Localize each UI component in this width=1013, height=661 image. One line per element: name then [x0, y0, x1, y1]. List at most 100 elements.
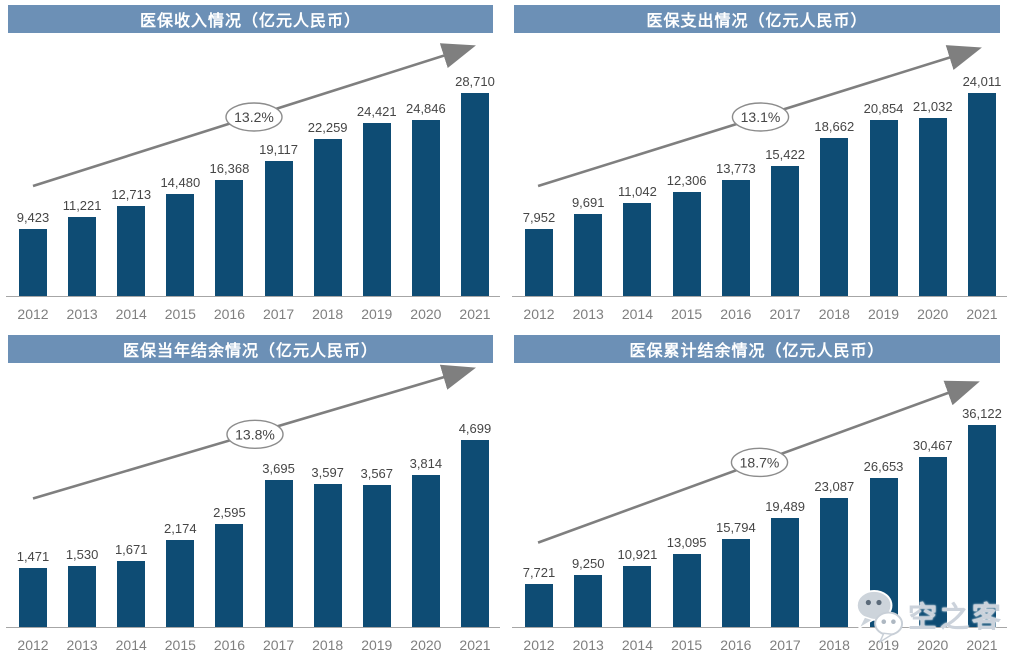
x-axis-year-label: 2020: [410, 306, 442, 322]
x-axis-year-label: 2014: [621, 637, 654, 653]
bar: [525, 229, 553, 296]
bar-value-label: 11,221: [62, 198, 102, 213]
bar-value-label: 1,671: [114, 542, 148, 557]
x-axis-year-label: 2015: [671, 306, 703, 322]
bar: [215, 180, 244, 296]
bar-value-label: 20,854: [863, 101, 904, 116]
bar: [869, 120, 898, 296]
bar-series: 9,423 11,221 12,713 14,480 16,368 19,117 22,25…: [10, 74, 498, 296]
bar-value-label: 7,952: [522, 210, 556, 225]
x-axis-year-label: 2013: [572, 637, 604, 653]
bar-value-label: 15,422: [765, 147, 805, 162]
bar-value-label: 22,259: [307, 120, 348, 135]
bar-value-label: 21,032: [912, 99, 953, 114]
bar-value-label: 30,467: [912, 438, 953, 453]
x-axis-year-label: 2017: [262, 637, 295, 653]
bar-value-label: 24,421: [356, 104, 397, 119]
bar: [411, 120, 440, 296]
bar-value-label: 7,721: [522, 565, 556, 580]
x-axis-year-label: 2020: [410, 637, 442, 653]
x-axis-year-label: 2017: [769, 637, 801, 653]
bar: [264, 480, 293, 627]
chart-panel-annual-balance: 医保当年结余情况（亿元人民币） 1,471 1,530 1,671 2,174 2,59…: [0, 330, 506, 661]
x-axis-year-label: 2015: [164, 306, 196, 322]
bar-column: 3,814: [403, 456, 449, 627]
bar: [264, 161, 293, 296]
bar: [215, 524, 244, 627]
watermark-text: 空之客: [908, 602, 1005, 634]
bar-column: 19,117: [256, 142, 302, 296]
bar: [411, 475, 440, 627]
bar-column: 12,713: [108, 187, 154, 296]
bar-column: 1,471: [10, 549, 56, 627]
bar: [721, 180, 750, 296]
chart-title-cumulative-balance: 医保累计结余情况（亿元人民币）: [514, 335, 1000, 363]
bar-value-label: 9,691: [571, 195, 605, 210]
bar-column: 13,095: [664, 535, 710, 627]
x-axis-line: [6, 627, 500, 628]
chart-panel-expenditure: 医保支出情况（亿元人民币） 7,952 9,691 11,042 12,306 13,7…: [506, 0, 1013, 330]
bar-column: 4,699: [452, 421, 498, 627]
bar-value-label: 1,471: [16, 549, 50, 564]
x-axis-labels: 2012 2013 2014 2015 2016 2017 2018 2019 2020 2021: [516, 306, 1005, 322]
x-axis-year-label: 2021: [966, 637, 998, 653]
x-axis-labels: 2012 2013 2014 2015 2016 2017 2018 2019 2020 2021: [10, 306, 498, 322]
bar-value-label: 24,846: [405, 101, 446, 116]
bar-column: 19,489: [762, 499, 808, 627]
bar-value-label: 1,530: [65, 547, 99, 562]
chart-title-annual-balance: 医保当年结余情况（亿元人民币）: [8, 335, 493, 363]
bar-column: 9,691: [565, 195, 611, 296]
bar: [117, 561, 146, 627]
x-axis-year-label: 2016: [213, 306, 246, 322]
bar-value-label: 13,773: [715, 161, 756, 176]
bar: [117, 206, 146, 296]
bar-column: 20,854: [861, 101, 907, 296]
bar: [771, 518, 800, 627]
bar-column: 15,794: [713, 520, 759, 627]
bar-column: 24,011: [959, 74, 1005, 296]
bar-column: 3,695: [256, 461, 302, 627]
bar: [166, 540, 195, 627]
bar: [721, 539, 750, 627]
x-axis-year-label: 2019: [361, 637, 393, 653]
bar-value-label: 10,921: [617, 547, 658, 562]
bar-column: 2,595: [206, 505, 252, 627]
x-axis-line: [6, 296, 500, 297]
bar-column: 28,710: [452, 74, 498, 296]
bar: [362, 123, 391, 296]
bar-value-label: 3,597: [311, 465, 344, 480]
x-axis-year-label: 2019: [867, 306, 900, 322]
x-axis-year-label: 2016: [720, 306, 752, 322]
x-axis-year-label: 2014: [621, 306, 654, 322]
x-axis-labels: 2012 2013 2014 2015 2016 2017 2018 2019 2020 2021: [10, 637, 498, 653]
bar-column: 15,422: [762, 147, 808, 296]
bar-column: 22,259: [305, 120, 351, 296]
bar: [313, 484, 342, 627]
x-axis-year-label: 2019: [361, 306, 393, 322]
chart-panel-income: 医保收入情况（亿元人民币） 9,423 11,221 12,713 14,480 16,…: [0, 0, 506, 330]
bar: [623, 566, 652, 627]
bar: [820, 498, 849, 627]
wechat-icon: [855, 589, 904, 644]
bar: [918, 118, 947, 296]
x-axis-labels: 2012 2013 2014 2015 2016 2017 2018 2019 2020 2021: [516, 637, 1005, 653]
bar-value-label: 3,567: [360, 466, 394, 481]
bar: [68, 566, 97, 627]
bar-value-label: 36,122: [962, 406, 1002, 421]
bar-value-label: 18,662: [814, 119, 855, 134]
bar: [820, 138, 849, 296]
bar-value-label: 2,595: [213, 505, 246, 520]
bar: [574, 575, 603, 627]
bar-value-label: 12,306: [666, 173, 707, 188]
bar-column: 9,250: [565, 556, 611, 627]
bar-value-label: 3,695: [262, 461, 295, 476]
bar: [460, 440, 489, 627]
bar-column: 23,087: [811, 479, 857, 627]
bar: [672, 554, 701, 627]
bar-column: 16,368: [206, 161, 252, 296]
bar: [525, 584, 553, 627]
watermark: 空之客: [852, 586, 1004, 644]
bar-value-label: 19,489: [765, 499, 805, 514]
bar-column: 7,721: [516, 565, 562, 627]
bar-column: 18,662: [811, 119, 857, 296]
